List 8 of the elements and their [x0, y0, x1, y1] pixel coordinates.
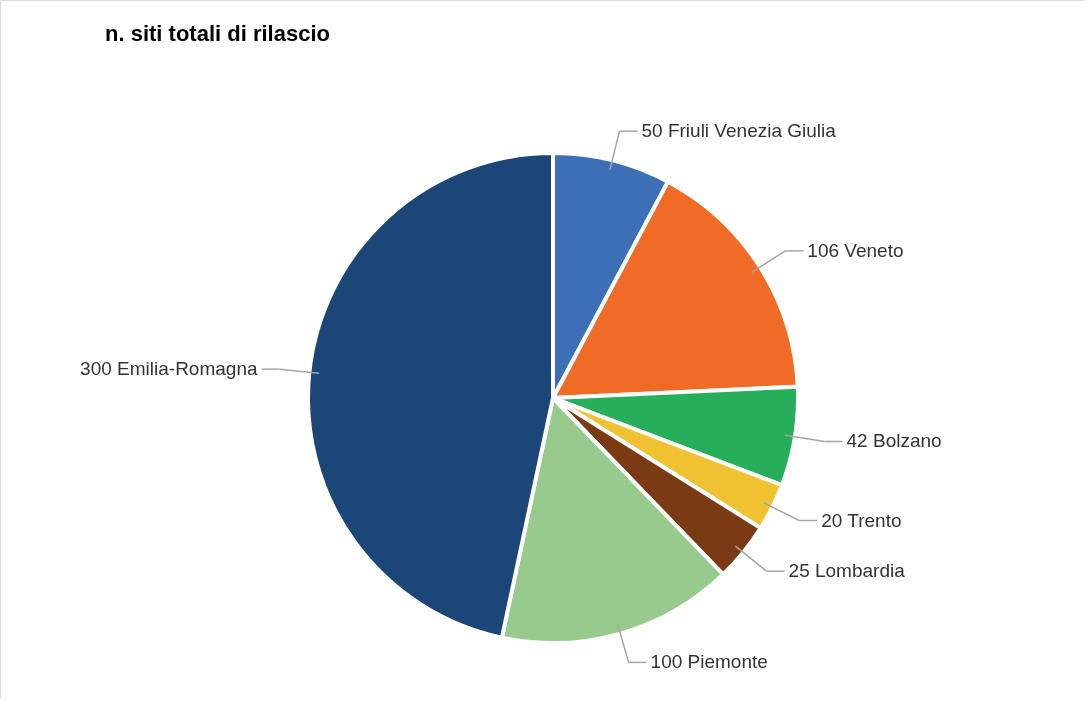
- slice-label: 50 Friuli Venezia Giulia: [641, 120, 837, 142]
- slice-label: 300 Emilia-Romagna: [80, 358, 258, 380]
- chart-title: n. siti totali di rilascio: [105, 21, 330, 46]
- slice-label: 42 Bolzano: [846, 430, 942, 452]
- slice-label: 20 Trento: [821, 509, 902, 531]
- slice-label: 106 Veneto: [807, 239, 904, 261]
- slice-label: 100 Piemonte: [650, 651, 768, 673]
- slice-label: 25 Lombardia: [788, 560, 906, 582]
